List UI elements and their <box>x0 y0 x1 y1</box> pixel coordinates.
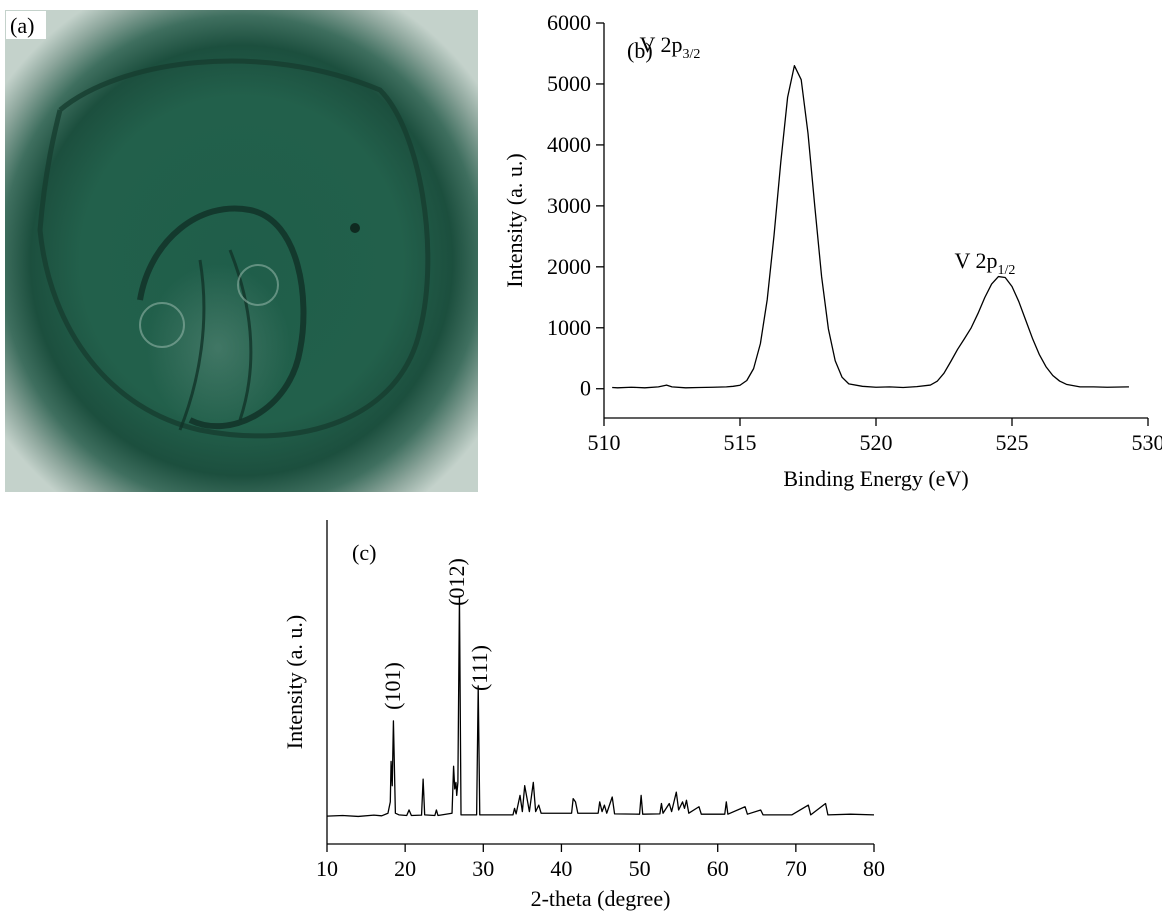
y-axis-title: Intensity (a. u.) <box>502 153 527 287</box>
annotation: (111) <box>467 645 492 691</box>
x-tick-label: 80 <box>863 856 885 881</box>
data-line <box>326 595 875 818</box>
annotation-text: V 2p <box>640 32 683 57</box>
chart-panel: 10 20 30 40 50 60 70 80 2-theta (degree) Intensit… <box>282 520 885 911</box>
panel-label: (c) <box>352 540 376 565</box>
x-axis-title: Binding Energy (eV) <box>783 466 968 491</box>
y-tick-label: 1000 <box>547 315 591 340</box>
y-tick-label: 3000 <box>547 193 591 218</box>
annotation-text: V 2p <box>955 248 998 273</box>
y-tick-label: 2000 <box>547 254 591 279</box>
y-tick-label: 5000 <box>547 71 591 96</box>
x-tick-label: 60 <box>707 856 729 881</box>
x-tick-label: 525 <box>996 430 1029 455</box>
annotation-subscript: 1/2 <box>998 263 1016 278</box>
panel-label: (b) <box>627 38 653 63</box>
photo: (a) <box>5 10 478 492</box>
x-tick-label: 510 <box>588 430 621 455</box>
annotation: V 2p3/2 <box>640 32 701 62</box>
x-tick-label: 30 <box>472 856 494 881</box>
panel-label: (a) <box>10 13 34 38</box>
annotation-text: (101) <box>380 662 405 710</box>
x-tick-label: 20 <box>394 856 416 881</box>
data-line <box>612 65 1129 389</box>
x-tick-label: 70 <box>785 856 807 881</box>
annotation: (101) <box>380 662 405 710</box>
annotation: (012) <box>444 558 469 606</box>
annotation: V 2p1/2 <box>955 248 1016 278</box>
x-tick-label: 530 <box>1132 430 1162 455</box>
annotation-subscript: 3/2 <box>683 47 701 62</box>
x-tick-label: 515 <box>724 430 757 455</box>
x-axis-title: 2-theta (degree) <box>531 886 671 911</box>
annotation-text: (111) <box>467 645 492 691</box>
x-tick-label: 50 <box>629 856 651 881</box>
chart-panel: 510 515 520 525 530 0 1000 2000 3000 4000 5000 6000… <box>502 10 1162 491</box>
x-tick-label: 10 <box>316 856 338 881</box>
x-tick-label: 40 <box>550 856 572 881</box>
y-tick-label: 0 <box>580 376 591 401</box>
annotation-text: (012) <box>444 558 469 606</box>
y-tick-label: 4000 <box>547 132 591 157</box>
y-axis-title: Intensity (a. u.) <box>282 615 307 749</box>
y-tick-label: 6000 <box>547 10 591 35</box>
x-tick-label: 520 <box>860 430 893 455</box>
